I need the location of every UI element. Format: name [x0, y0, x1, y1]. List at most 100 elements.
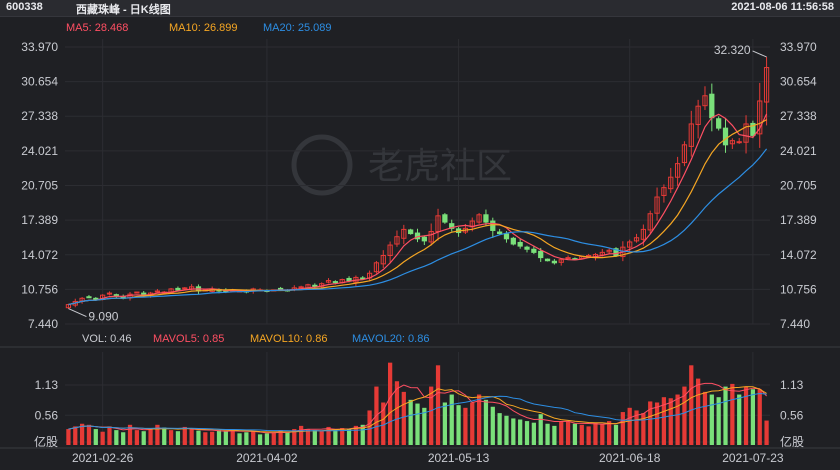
- volume-bar: [689, 365, 694, 445]
- volume-bar: [750, 389, 756, 445]
- price-tick-label-right: 7.440: [780, 317, 810, 331]
- volume-bar: [463, 407, 468, 445]
- candle-body: [716, 118, 722, 129]
- volume-bar: [257, 434, 263, 445]
- mavol20-line: [68, 392, 767, 432]
- ma20-line: [68, 148, 768, 306]
- price-tick-label-right: 17.389: [780, 213, 817, 227]
- candle-body: [421, 236, 427, 242]
- volume-bar: [449, 394, 454, 445]
- volume-bar: [278, 430, 283, 445]
- candle-body: [360, 277, 366, 280]
- ma5-line: [68, 113, 768, 306]
- volume-bar: [251, 431, 256, 445]
- price-tick-label-left: 27.338: [21, 109, 58, 123]
- stock-code: 600338: [6, 1, 43, 13]
- candle-body: [305, 284, 311, 289]
- volume-tick-label-right: 0.56: [780, 408, 804, 422]
- candle-body: [442, 214, 448, 223]
- ma20-legend: MA20: 25.089: [263, 22, 332, 34]
- volume-bar: [743, 386, 749, 445]
- candle-body: [175, 287, 181, 291]
- volume-bar: [196, 430, 201, 445]
- price-tick-label-right: 20.705: [780, 179, 817, 193]
- volume-bar: [737, 394, 742, 445]
- price-tick-label-right: 24.021: [780, 144, 817, 158]
- volume-bar: [702, 391, 708, 445]
- volume-bar: [709, 394, 714, 445]
- candle-body: [674, 163, 681, 178]
- volume-bar: [435, 365, 441, 445]
- min-price-label: 9.090: [88, 310, 118, 324]
- volume-bar: [79, 423, 85, 445]
- volume-bar: [620, 412, 625, 445]
- volume-bar: [66, 429, 71, 445]
- volume-bar: [600, 423, 605, 445]
- volume-bar: [524, 421, 530, 445]
- candle-body: [387, 244, 393, 257]
- candle-body: [606, 249, 612, 253]
- candle-body: [668, 176, 674, 190]
- candle-body: [688, 123, 694, 147]
- candle-body: [531, 248, 537, 253]
- volume-tick-label-left: 亿股: [34, 434, 58, 449]
- price-tick-label-left: 33.970: [21, 40, 58, 54]
- volume-bar: [531, 422, 536, 445]
- candle-body: [743, 123, 749, 143]
- volume-bar: [538, 414, 543, 445]
- price-tick-label-right: 33.970: [780, 40, 817, 54]
- max-pointer: [752, 50, 767, 58]
- volume-bar: [476, 394, 482, 445]
- candle-body: [373, 262, 380, 273]
- date-tick-label: 2021-07-23: [722, 451, 784, 465]
- candle-body: [449, 223, 455, 229]
- candle-body: [483, 214, 489, 223]
- volume-bar: [675, 394, 680, 445]
- volume-bar: [237, 433, 242, 445]
- candle-body: [401, 228, 407, 239]
- volume-bar: [415, 403, 420, 445]
- candle-body: [93, 297, 99, 300]
- candle-body: [106, 292, 113, 295]
- volume-bar: [353, 425, 359, 445]
- volume-bar: [121, 432, 126, 445]
- volume-bar: [340, 428, 345, 445]
- max-price-label: 32.320: [714, 43, 751, 57]
- volume-bar: [264, 433, 270, 445]
- title-bar: 600338 西藏珠峰 - 日K线图 2021-08-06 11:56:58: [0, 0, 840, 17]
- candle-body: [640, 228, 646, 240]
- price-tick-label-right: 10.756: [780, 282, 817, 296]
- volume-bar: [442, 402, 448, 445]
- candle-body: [298, 286, 304, 289]
- volume-bar: [93, 429, 98, 445]
- date-tick-label: 2021-05-13: [428, 451, 490, 465]
- candle-body: [661, 187, 667, 196]
- volume-bar: [552, 425, 557, 445]
- volume-bar: [182, 426, 187, 445]
- volume-bar: [86, 424, 92, 445]
- candle-body: [681, 144, 688, 164]
- volume-bar: [661, 397, 667, 445]
- volume-tick-label-left: 0.56: [35, 408, 59, 422]
- candle-body: [517, 241, 523, 247]
- volume-bar: [168, 430, 174, 445]
- volume-bar: [456, 405, 461, 445]
- volume-bar: [511, 418, 516, 445]
- volume-bar: [73, 426, 78, 445]
- volume-bar: [559, 421, 564, 445]
- volume-bar: [682, 386, 687, 445]
- volume-bar: [312, 430, 317, 445]
- volume-bar: [607, 421, 612, 445]
- volume-bar: [490, 406, 495, 445]
- candle-body: [510, 237, 516, 245]
- volume-bar: [141, 431, 146, 445]
- volume-bar: [134, 430, 139, 445]
- candle-body: [524, 246, 530, 250]
- volume-bar: [360, 424, 365, 445]
- volume-bar: [114, 430, 119, 445]
- volume-bar: [518, 419, 523, 445]
- volume-bar: [189, 429, 194, 445]
- volume-bar: [613, 424, 619, 445]
- volume-bar: [422, 407, 427, 445]
